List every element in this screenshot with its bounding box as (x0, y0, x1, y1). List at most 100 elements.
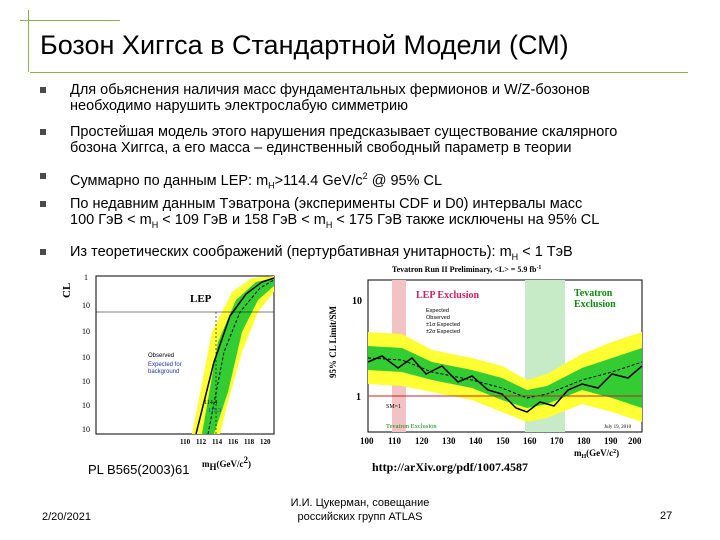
lep-legend-title: LEP (190, 293, 212, 305)
bullet-4: По недавним данным Тэватрона (эксперимен… (40, 196, 700, 233)
lep-ylabel: CL (62, 283, 73, 298)
bullet-4-l2c: < 175 ГэВ также исключены на 95% CL (332, 212, 600, 228)
tev-ytick-10: 10 (352, 296, 362, 307)
footer-center-line1: И.И. Цукерман, совещание (290, 497, 430, 509)
lep-xtick: 120 (260, 438, 271, 446)
tev-exclusion-bottom: Tevatron Exclusion (386, 423, 437, 430)
bullet-marker (40, 129, 46, 135)
tev-exclusion-label1: Tevatron (574, 288, 613, 299)
tev-xlabel-end: ) (616, 448, 619, 458)
tev-legend-item: Observed (426, 315, 450, 321)
bullet-5: Из теоретических соображений (пертурбати… (40, 244, 700, 265)
tev-xtick: 190 (604, 436, 618, 446)
tev-ytick-1: 1 (356, 392, 361, 403)
right-figure-caption: http://arXiv.org/pdf/1007.4587 (372, 460, 529, 474)
tev-band-1sigma (368, 346, 642, 408)
bullet-2-line2: бозона Хиггса, а его масса – единственны… (70, 140, 572, 156)
bullet-3-sup: 2 (362, 171, 368, 181)
bullet-4-line2: 100 ГэВ < mH < 109 ГэВ и 158 ГэВ < mH < … (70, 212, 700, 233)
tev-legend-item: Expected (426, 308, 449, 314)
bullet-2: Простейшая модель этого нарушения предск… (40, 124, 700, 156)
tev-header-text: Tevatron Run II Preliminary, <L> = 5.9 f… (392, 265, 537, 274)
lep-ytick: 10 (82, 377, 90, 386)
tev-expected-line (367, 357, 643, 399)
lep-annot-114: 114.4 (204, 400, 217, 406)
lep-xticks: 110 112 114 116 118 120 (180, 438, 271, 446)
bullet-4-l2b: < 109 ГэВ и 158 ГэВ < m (158, 212, 326, 228)
bullet-3: Суммарно по данным LEP: mH>114.4 GeV/c2 … (40, 168, 700, 194)
tev-date: July 19, 2010 (604, 425, 632, 430)
bullet-1: Для обьяснения наличия масс фундаменталь… (40, 82, 700, 114)
tev-ylabel: 95% CL Limit/SM (328, 305, 338, 378)
bullet-4-sub2: H (325, 219, 333, 230)
footer-center: И.И. Цукерман, совещание российских груп… (270, 496, 450, 524)
bullet-3-pre: Суммарно по данным LEP: m (70, 172, 269, 189)
lep-xlabel-unit: (GeV/c (216, 459, 244, 469)
lep-xlabel-end: ) (248, 459, 252, 469)
bullet-3-mid: >114.4 GeV/c (274, 172, 363, 189)
bullet-3-sub: H (268, 180, 275, 191)
bullet-1-line2: необходимо нарушить электрослабую симмет… (70, 98, 408, 114)
lep-legend-observed: Observed (148, 353, 174, 359)
bullet-5-pre: Из теоретических соображений (пертурбати… (70, 244, 512, 260)
lep-annot-115: 115.3 (208, 408, 221, 414)
tev-xlabel-m: m (574, 448, 582, 458)
bullet-3-text: Суммарно по данным LEP: mH>114.4 GeV/c2 … (70, 168, 700, 194)
tev-sm-label: SM=1 (386, 404, 401, 410)
bullet-2-line1: Простейшая модель этого нарушения предск… (70, 124, 618, 140)
lep-xtick: 112 (196, 438, 207, 446)
lep-plot-frame (95, 275, 275, 435)
bullet-5-text: Из теоретических соображений (пертурбати… (70, 244, 700, 265)
bullet-5-post: < 1 ТэВ (518, 244, 573, 260)
lep-observed-line (195, 277, 275, 435)
lep-xlabel-sub: H (209, 461, 217, 472)
tev-lep-label: LEP Exclusion (416, 290, 480, 301)
tev-legend: Expected Observed ±1σ Expected ±2σ Expec… (426, 308, 460, 335)
bullet-4-line1: По недавним данным Тэватрона (эксперимен… (70, 196, 583, 212)
lep-cl-figure: CL 1 10 10 10 10 10 10 LEP Observed Expe… (62, 272, 284, 450)
lep-xtick: 110 (180, 438, 191, 446)
tev-xtick: 140 (469, 436, 483, 446)
tev-xlabel-sup: 2 (613, 449, 616, 455)
tev-xtick: 110 (388, 436, 402, 446)
lep-xtick: 114 (212, 438, 223, 446)
tev-xtick: 120 (415, 436, 429, 446)
bullet-1-line1: Для обьяснения наличия масс фундаменталь… (70, 82, 590, 98)
tev-xlabel: mH(GeV/c2) (574, 448, 619, 460)
tev-xtick: 200 (628, 436, 642, 446)
bullet-marker (40, 87, 46, 93)
tev-xtick: 130 (442, 436, 456, 446)
tev-xtick: 100 (360, 436, 374, 446)
bullet-marker (40, 249, 46, 255)
lep-ytick: 1 (84, 273, 88, 282)
tev-exclusion-label2: Exclusion (574, 299, 616, 310)
lep-band-1sigma (202, 278, 274, 434)
tev-xlabel-sub: H (582, 454, 587, 460)
lep-legend-expected2: background (148, 369, 179, 375)
tev-header: Tevatron Run II Preliminary, <L> = 5.9 f… (392, 265, 541, 274)
lep-xtick: 118 (244, 438, 255, 446)
lep-xlabel-m: m (202, 459, 210, 469)
tevatron-limit-figure: Tevatron Run II Preliminary, <L> = 5.9 f… (322, 262, 648, 460)
frame-accent-left (28, 10, 29, 72)
bullet-3-post: @ 95% CL (367, 172, 443, 189)
lep-ytick: 10 (82, 327, 90, 336)
slide-title: Бозон Хиггса в Стандартной Модели (СМ) (40, 30, 569, 60)
footer-center-line2: российских групп ATLAS (297, 511, 423, 523)
tev-xticks: 100 110 120 130 140 150 160 170 180 190 … (360, 436, 642, 446)
tev-xlabel-unit: (GeV/c (586, 448, 613, 458)
lep-xlabel-sup: 2 (243, 455, 249, 465)
lep-xlabel: mH(GeV/c2) (202, 455, 251, 472)
lep-legend-expected: Expected for (148, 362, 182, 368)
bullet-marker (40, 201, 46, 207)
page-number: 27 (660, 510, 673, 522)
tev-legend-item: ±1σ Expected (426, 322, 460, 328)
tev-header-sup: -1 (536, 265, 541, 271)
bullet-4-sub1: H (151, 219, 159, 230)
footer-date: 2/20/2021 (42, 511, 91, 523)
tev-xtick: 160 (523, 436, 537, 446)
tev-xtick: 150 (496, 436, 510, 446)
left-figure-caption: PL B565(2003)61 (88, 462, 190, 477)
lep-ytick: 10 (82, 353, 90, 362)
tev-xtick: 180 (577, 436, 591, 446)
